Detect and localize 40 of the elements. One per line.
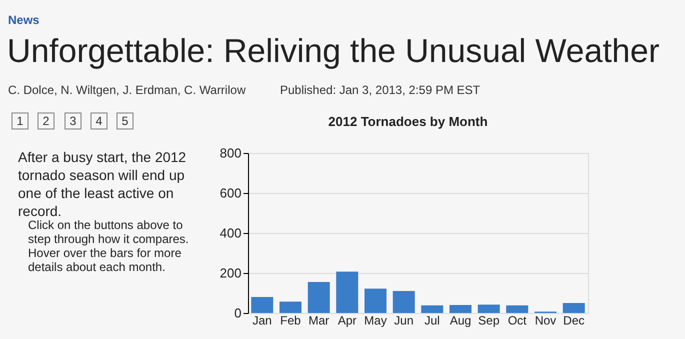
x-tick-label: Jun — [394, 314, 414, 328]
bar — [308, 282, 330, 313]
text: 4 — [96, 114, 103, 128]
text: 1 — [16, 114, 24, 128]
bar — [450, 305, 472, 313]
text: 2 — [42, 114, 50, 128]
x-tick-label: Oct — [508, 314, 528, 328]
chart-title: 2012 Tornadoes by Month — [328, 114, 488, 129]
x-tick-label: Dec — [563, 314, 585, 328]
y-tick-label: 800 — [220, 146, 242, 160]
bar — [364, 288, 386, 313]
text: 3 — [70, 114, 77, 128]
x-tick-label: Apr — [338, 314, 357, 328]
y-tick-label: 600 — [220, 186, 242, 200]
text: Unforgettable: Reliving the Unusual Weather — [7, 32, 660, 69]
x-tick-label: Mar — [308, 314, 330, 328]
bar — [478, 304, 500, 313]
bar — [506, 305, 528, 313]
bar — [421, 305, 444, 313]
bar — [562, 303, 585, 313]
x-tick-label: Feb — [280, 314, 302, 328]
y-tick-label: 200 — [220, 266, 242, 280]
x-tick-label: Nov — [534, 314, 556, 328]
x-tick-label: Jul — [424, 314, 440, 328]
text: C. Dolce, N. Wiltgen, J. Erdman, C. Warrilow — [8, 83, 246, 97]
y-tick-label: 0 — [234, 306, 242, 320]
text: After a busy start, the 2012 tornado season will end up one of the least active on record. — [18, 149, 186, 219]
bar — [280, 302, 302, 313]
x-tick-label: Aug — [450, 314, 472, 328]
x-tick-label: Sep — [478, 314, 500, 328]
text: Published: Jan 3, 2013, 2:59 PM EST — [280, 83, 481, 97]
x-tick-label: May — [364, 314, 387, 328]
text: 5 — [122, 114, 129, 128]
text: Click on the buttons above to step through how it compares. Hover over the bars for more details about each month. — [28, 218, 189, 274]
bar — [251, 297, 274, 313]
text: News — [8, 13, 40, 27]
bar — [336, 272, 358, 313]
y-tick-label: 400 — [220, 226, 242, 240]
x-tick-label: Jan — [252, 314, 272, 328]
bar — [392, 291, 415, 313]
